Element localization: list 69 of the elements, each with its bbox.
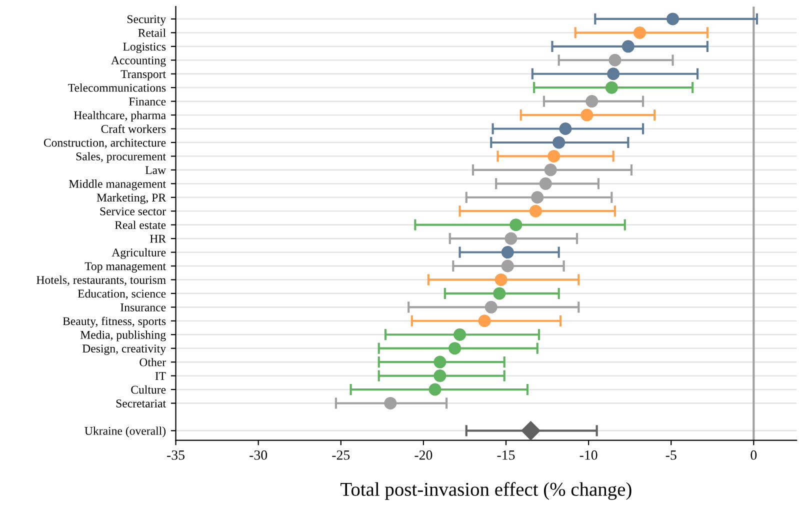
y-tick-label: Marketing, PR xyxy=(96,193,166,204)
y-tick-label: Construction, architecture xyxy=(44,138,166,148)
point xyxy=(559,122,572,136)
point xyxy=(586,95,598,108)
y-tick-label: Security xyxy=(128,15,166,26)
x-axis-title: Total post-invasion effect (% change) xyxy=(340,482,632,500)
y-tick-label: Education, science xyxy=(78,289,166,300)
point xyxy=(454,328,466,341)
point xyxy=(539,177,552,190)
y-tick-label: Ukraine (overall) xyxy=(84,426,166,438)
point xyxy=(428,383,442,396)
point xyxy=(605,81,618,94)
y-tick-label: Beauty, fitness, sports xyxy=(62,316,166,328)
y-tick-label: Middle management xyxy=(69,180,166,190)
y-tick-label: Sales, procurement xyxy=(76,152,166,163)
point xyxy=(548,150,560,162)
y-tick-label: Culture xyxy=(131,385,166,394)
point xyxy=(478,314,491,328)
y-tick-label: Healthcare, pharma xyxy=(74,110,166,122)
point xyxy=(484,300,498,314)
point xyxy=(434,370,446,382)
y-tick-label: Other xyxy=(140,358,166,366)
point xyxy=(521,421,540,440)
point xyxy=(544,164,557,176)
x-tick-label: -5 xyxy=(666,450,676,460)
x-tick-label: -15 xyxy=(497,450,515,460)
point xyxy=(531,191,544,204)
y-tick-label: Logistics xyxy=(123,42,166,54)
y-tick-label: Law xyxy=(145,166,166,174)
y-tick-label: Finance xyxy=(129,98,166,106)
y-tick-label: Media, publishing xyxy=(80,330,166,342)
point xyxy=(434,356,446,368)
y-tick-label: Real estate xyxy=(114,220,166,230)
point xyxy=(510,218,522,232)
point xyxy=(494,273,508,286)
x-tick-label: -30 xyxy=(250,450,268,460)
x-tick-label: -10 xyxy=(580,450,598,460)
x-tick-label: -20 xyxy=(414,450,432,460)
y-tick-label: Agriculture xyxy=(112,248,166,259)
point xyxy=(666,12,680,26)
point xyxy=(552,136,566,149)
point xyxy=(529,204,542,218)
point xyxy=(504,232,518,245)
x-tick-label: -25 xyxy=(332,450,350,460)
point xyxy=(633,26,646,39)
point xyxy=(501,260,514,272)
y-tick-label: Design, creativity xyxy=(82,344,166,355)
point xyxy=(448,342,462,355)
point xyxy=(493,287,506,300)
y-tick-label: Hotels, restaurants, tourism xyxy=(36,276,166,286)
y-tick-label: Retail xyxy=(138,28,166,37)
point xyxy=(607,68,620,80)
point xyxy=(501,246,514,259)
point xyxy=(622,40,634,53)
y-tick-label: Telecommunications xyxy=(68,83,166,92)
y-tick-label: Top management xyxy=(84,262,166,273)
y-tick-label: Insurance xyxy=(120,304,166,312)
point xyxy=(580,108,594,122)
x-tick-label: -35 xyxy=(167,450,184,460)
point xyxy=(384,396,397,410)
y-tick-label: HR xyxy=(150,234,166,243)
y-tick-label: Transport xyxy=(120,70,166,80)
y-tick-label: IT xyxy=(155,372,166,380)
y-tick-label: Service sector xyxy=(100,207,166,216)
x-tick-label: 0 xyxy=(750,450,757,460)
y-tick-label: Accounting xyxy=(111,56,166,67)
point xyxy=(608,54,622,66)
y-tick-label: Secretariat xyxy=(116,400,166,408)
y-tick-label: Craft workers xyxy=(101,124,166,133)
